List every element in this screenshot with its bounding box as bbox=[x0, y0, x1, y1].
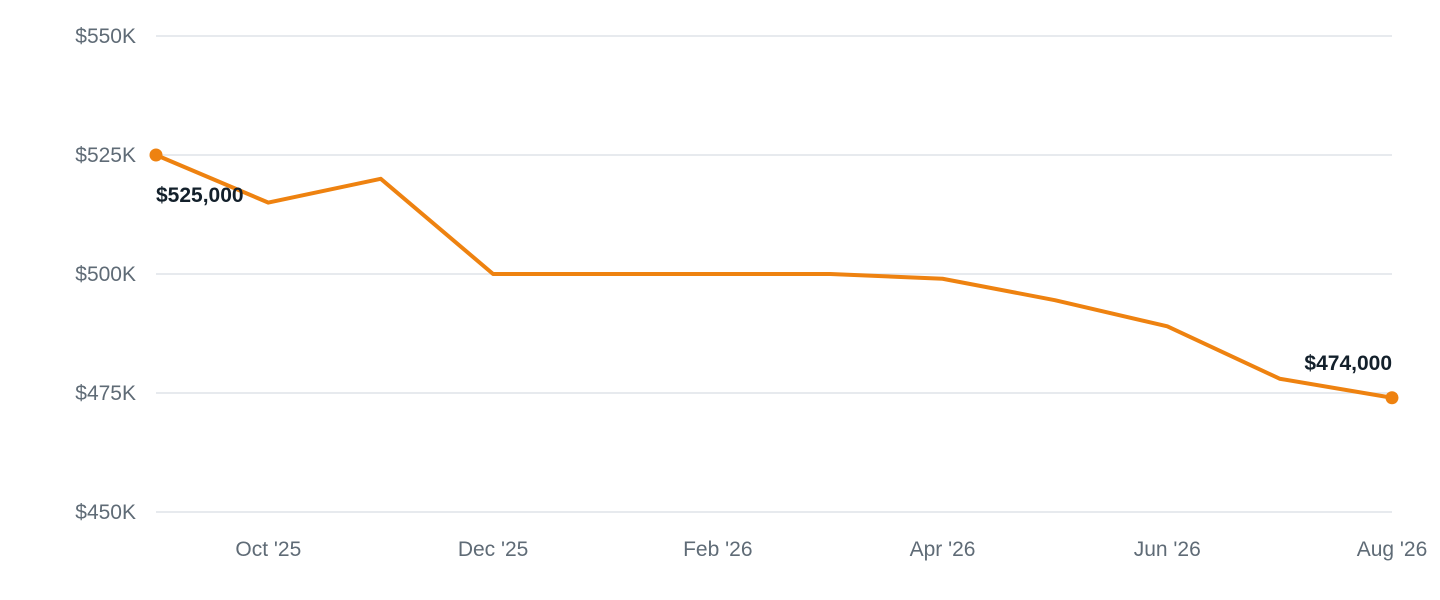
data-label: $474,000 bbox=[1304, 352, 1392, 375]
x-tick-label: Oct '25 bbox=[235, 538, 301, 561]
y-tick-label: $500K bbox=[75, 263, 136, 286]
endpoint-markers bbox=[149, 148, 1399, 405]
data-labels: $525,000 $474,000 bbox=[156, 184, 1392, 375]
series-line-0 bbox=[154, 153, 1394, 400]
x-tick-label: Aug '26 bbox=[1357, 538, 1428, 561]
x-tick-label: Dec '25 bbox=[458, 538, 529, 561]
x-tick-label: Apr '26 bbox=[910, 538, 976, 561]
endpoint-marker bbox=[1385, 391, 1399, 405]
y-tick-label: $450K bbox=[75, 501, 136, 524]
x-tick-label: Feb '26 bbox=[683, 538, 752, 561]
y-axis-tick-labels: $550K $525K $500K $475K $450K bbox=[75, 25, 136, 524]
price-series bbox=[154, 153, 1394, 400]
x-axis-tick-labels: Oct '25 Dec '25 Feb '26 Apr '26 Jun '26 Aug '… bbox=[235, 538, 1427, 561]
y-tick-label: $475K bbox=[75, 382, 136, 405]
data-label: $525,000 bbox=[156, 184, 244, 207]
x-tick-label: Jun '26 bbox=[1134, 538, 1201, 561]
y-tick-label: $550K bbox=[75, 25, 136, 48]
y-tick-label: $525K bbox=[75, 144, 136, 167]
endpoint-marker bbox=[149, 148, 163, 162]
